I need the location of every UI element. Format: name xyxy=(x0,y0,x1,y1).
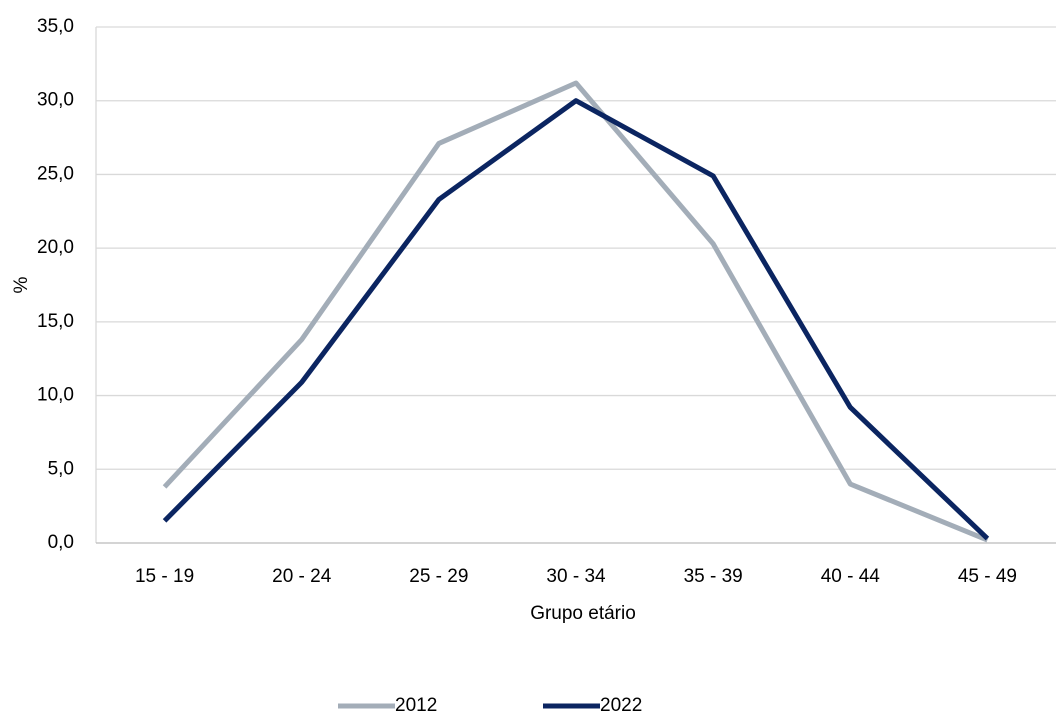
y-axis-label: % xyxy=(11,276,32,293)
x-tick-label: 15 - 19 xyxy=(135,566,194,587)
y-tick-label: 20,0 xyxy=(37,237,74,258)
y-tick-label: 30,0 xyxy=(37,90,74,111)
legend-label: 2022 xyxy=(600,695,642,716)
series-line xyxy=(162,80,989,543)
x-tick-label: 35 - 39 xyxy=(684,566,743,587)
x-tick-label: 20 - 24 xyxy=(272,566,332,587)
y-tick-label: 10,0 xyxy=(37,385,74,406)
x-tick-label: 40 - 44 xyxy=(821,566,881,587)
x-tick-label: 45 - 49 xyxy=(958,566,1017,587)
x-tick-label: 30 - 34 xyxy=(546,566,606,587)
series-line xyxy=(162,98,990,541)
x-tick-label: 25 - 29 xyxy=(409,566,468,587)
y-tick-label: 25,0 xyxy=(37,163,74,184)
legend-label: 2012 xyxy=(395,695,437,716)
y-tick-label: 35,0 xyxy=(37,16,74,37)
x-axis-label: Grupo etário xyxy=(530,603,636,624)
y-tick-label: 15,0 xyxy=(37,311,74,332)
y-tick-label: 0,0 xyxy=(48,532,74,553)
y-tick-label: 5,0 xyxy=(48,458,74,479)
